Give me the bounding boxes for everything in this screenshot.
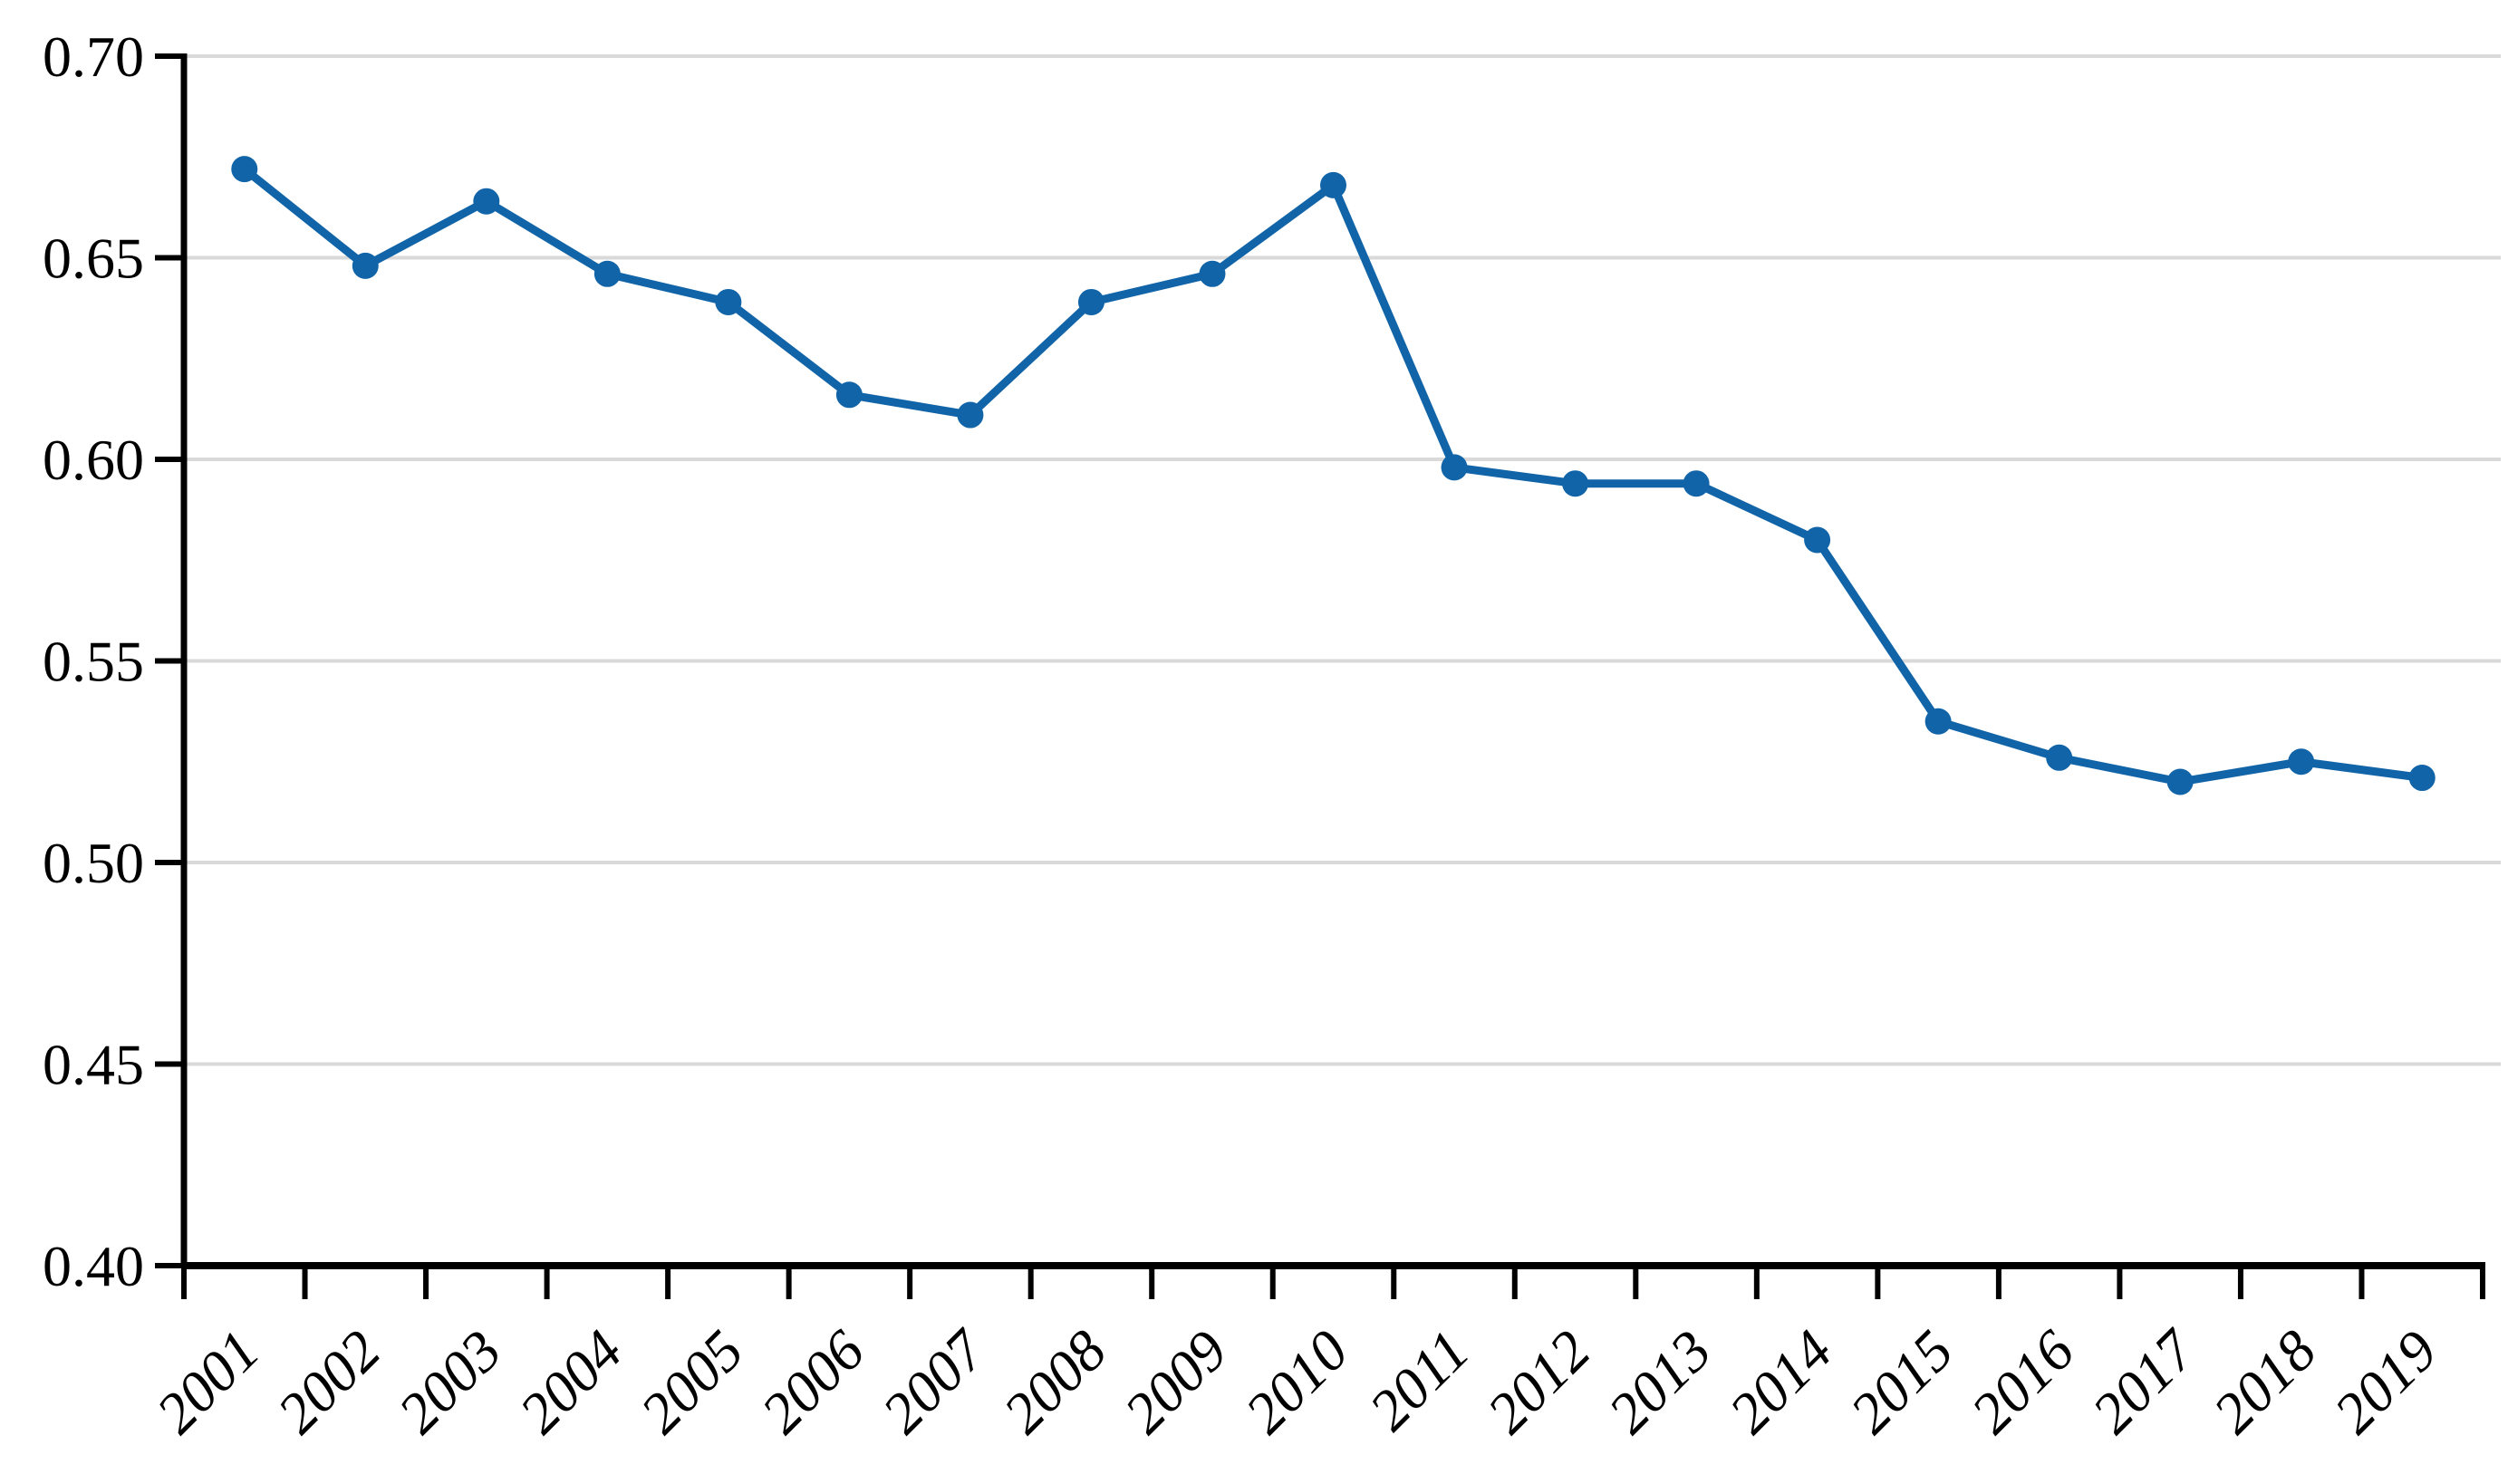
- data-point: [1441, 454, 1468, 481]
- data-point: [1683, 470, 1710, 497]
- x-axis-tick-label: 2007: [870, 1316, 999, 1446]
- x-axis-tick-label: 2003: [386, 1318, 514, 1446]
- data-point: [473, 188, 500, 215]
- x-axis-tick-label: 2009: [1112, 1318, 1240, 1446]
- x-axis-tick-label: 2015: [1838, 1318, 1965, 1446]
- x-axis-tick-label: 2012: [1475, 1318, 1603, 1446]
- data-point: [835, 381, 863, 409]
- data-point: [2408, 765, 2436, 792]
- data-point: [352, 252, 379, 279]
- y-axis-tick-label: 0.60: [43, 428, 144, 492]
- data-point: [2166, 768, 2194, 795]
- x-axis-tick-label: 2011: [1357, 1318, 1481, 1442]
- data-point: [593, 260, 621, 287]
- y-axis-tick-label: 0.65: [43, 226, 144, 291]
- y-axis-tick-label: 0.45: [43, 1033, 144, 1097]
- x-axis-tick-label: 2018: [2201, 1318, 2329, 1446]
- x-axis-tick-label: 2005: [628, 1318, 756, 1446]
- data-point: [2288, 748, 2315, 776]
- data-point: [231, 156, 258, 183]
- x-axis-tick-label: 2004: [507, 1318, 635, 1446]
- x-axis-tick-label: 2013: [1596, 1318, 1723, 1446]
- data-point: [2046, 744, 2073, 771]
- data-point: [715, 288, 742, 315]
- y-axis-tick-label: 0.55: [43, 630, 144, 694]
- data-point: [957, 401, 984, 429]
- data-point: [1562, 470, 1589, 497]
- data-point: [1320, 171, 1346, 198]
- data-point: [1077, 288, 1104, 315]
- x-axis-tick-label: 2019: [2321, 1318, 2449, 1446]
- y-axis-tick-label: 0.50: [43, 831, 144, 895]
- data-point: [1804, 526, 1831, 554]
- x-axis-tick-label: 2002: [265, 1318, 392, 1446]
- x-axis-tick-label: 2017: [2079, 1316, 2209, 1446]
- data-point: [1199, 260, 1226, 287]
- x-axis-tick-label: 2006: [749, 1318, 877, 1446]
- x-axis-tick-label: 2016: [1959, 1318, 2087, 1446]
- data-point: [1924, 708, 1952, 735]
- trend-line: [240, 165, 2426, 786]
- x-axis-tick-label: 2010: [1233, 1318, 1361, 1446]
- x-axis-tick-label: 2014: [1717, 1318, 1845, 1446]
- x-axis-tick-label: 2008: [991, 1318, 1119, 1446]
- y-axis-tick-label: 0.70: [43, 24, 144, 89]
- y-axis-tick-label: 0.40: [43, 1234, 144, 1298]
- x-axis-tick-label: 2001: [144, 1318, 272, 1446]
